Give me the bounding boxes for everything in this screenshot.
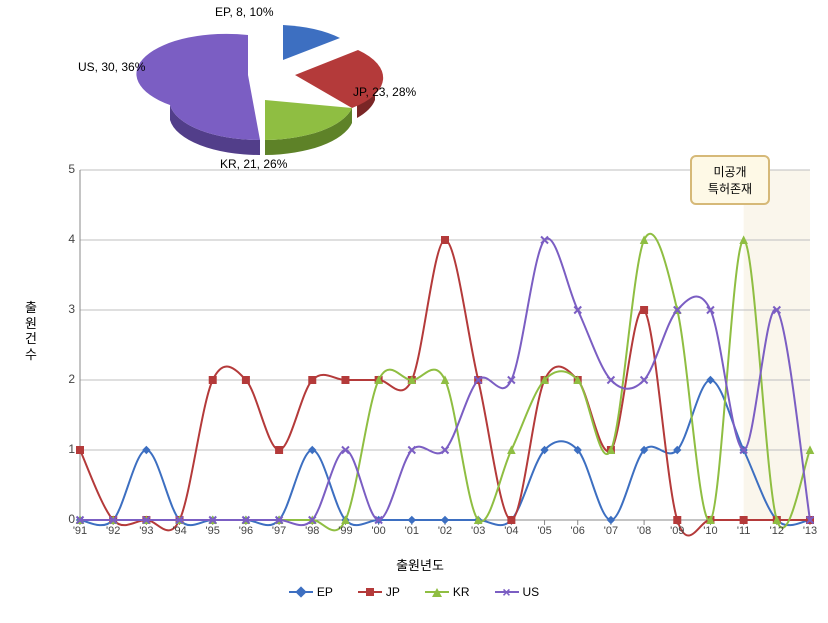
pie-chart: EP, 8, 10% JP, 23, 28% KR, 21, 26% US, 3… xyxy=(100,5,400,185)
legend-item-us: × US xyxy=(495,585,540,599)
legend-item-kr: KR xyxy=(425,585,470,599)
legend-label: KR xyxy=(453,585,470,599)
y-tick-label: 5 xyxy=(60,162,75,176)
pie-label-jp: JP, 23, 28% xyxy=(353,85,416,99)
y-axis-title: 출 원 건 수 xyxy=(25,300,37,362)
x-tick-label: '02 xyxy=(438,525,452,537)
line-svg xyxy=(80,170,810,520)
callout-line2: 특허존재 xyxy=(708,180,752,197)
y-tick-label: 1 xyxy=(60,442,75,456)
x-tick-label: '13 xyxy=(803,525,817,537)
legend-marker xyxy=(425,586,449,598)
x-tick-label: '94 xyxy=(172,525,186,537)
x-axis-title: 출원년도 xyxy=(25,555,815,574)
plot-area xyxy=(80,170,810,520)
x-tick-label: '03 xyxy=(471,525,485,537)
x-tick-label: '95 xyxy=(206,525,220,537)
callout-box: 미공개 특허존재 xyxy=(690,155,770,205)
x-tick-label: '06 xyxy=(571,525,585,537)
pie-label-ep: EP, 8, 10% xyxy=(215,5,274,19)
pie-label-us: US, 30, 36% xyxy=(78,60,145,74)
legend-marker xyxy=(289,586,313,598)
legend-item-jp: JP xyxy=(358,585,400,599)
legend-marker: × xyxy=(495,586,519,598)
x-tick-label: '96 xyxy=(239,525,253,537)
y-tick-label: 4 xyxy=(60,232,75,246)
x-tick-label: '99 xyxy=(338,525,352,537)
x-tick-label: '09 xyxy=(670,525,684,537)
y-tick-label: 3 xyxy=(60,302,75,316)
x-tick-label: '11 xyxy=(737,525,751,537)
x-tick-label: '10 xyxy=(703,525,717,537)
line-chart: 출 원 건 수 출원년도 0 1 2 3 4 5 '91 '92 '93 '94 '95 '96 '97… xyxy=(25,160,815,590)
y-tick-label: 2 xyxy=(60,372,75,386)
legend-label: US xyxy=(523,585,540,599)
x-tick-label: '98 xyxy=(305,525,319,537)
legend-label: JP xyxy=(386,585,400,599)
x-tick-label: '07 xyxy=(604,525,618,537)
legend: EP JP KR × US xyxy=(0,585,828,599)
legend-label: EP xyxy=(317,585,333,599)
x-tick-label: '12 xyxy=(770,525,784,537)
callout-line1: 미공개 xyxy=(713,163,746,180)
x-tick-label: '91 xyxy=(73,525,87,537)
x-tick-label: '00 xyxy=(371,525,385,537)
x-tick-label: '01 xyxy=(405,525,419,537)
chart-container: EP, 8, 10% JP, 23, 28% KR, 21, 26% US, 3… xyxy=(0,0,828,623)
x-tick-label: '93 xyxy=(139,525,153,537)
x-tick-label: '04 xyxy=(504,525,518,537)
legend-marker xyxy=(358,586,382,598)
x-tick-label: '08 xyxy=(637,525,651,537)
x-tick-label: '97 xyxy=(272,525,286,537)
y-tick-label: 0 xyxy=(60,512,75,526)
x-tick-label: '92 xyxy=(106,525,120,537)
x-tick-label: '05 xyxy=(537,525,551,537)
legend-item-ep: EP xyxy=(289,585,333,599)
